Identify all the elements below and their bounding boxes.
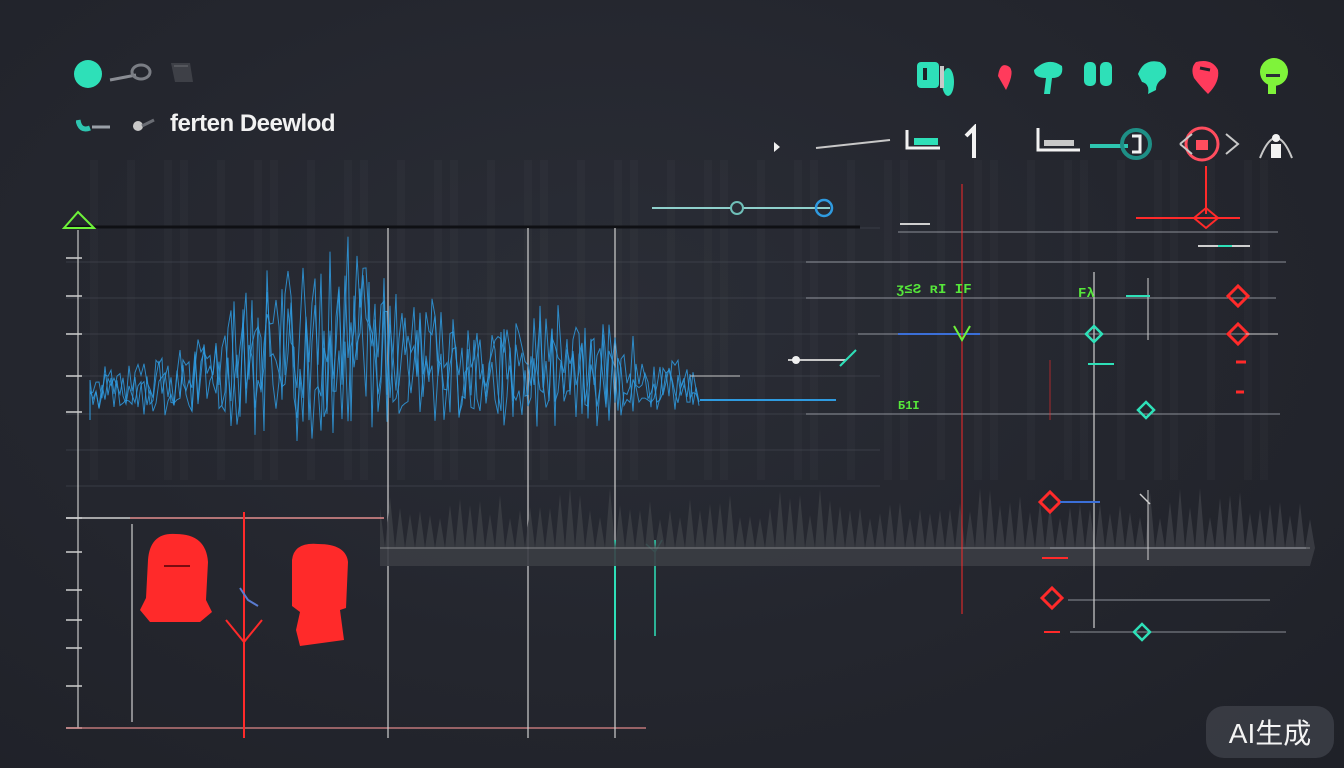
drop-icon[interactable]: [1254, 56, 1294, 100]
green-marker: [953, 325, 971, 343]
glow-streak: [884, 160, 892, 480]
glow-streak: [270, 160, 278, 480]
mixer-arrow: [225, 619, 263, 644]
play-icon[interactable]: [770, 124, 784, 164]
glow-streak: [1244, 160, 1252, 480]
glow-streak: [847, 160, 855, 480]
ai-watermark: AI生成: [1206, 706, 1334, 758]
glow-streak: [1027, 160, 1035, 480]
channel-label-mid: Ƃ1I: [898, 399, 920, 413]
glow-streak: [900, 160, 908, 480]
bracket-icon[interactable]: [902, 124, 944, 164]
glow-streak: [1207, 160, 1215, 480]
glow-streak: [164, 160, 172, 480]
battery-icon[interactable]: [914, 56, 954, 100]
cable-icon[interactable]: [108, 63, 152, 83]
red-node: [1039, 585, 1065, 611]
glow-streak: [1064, 160, 1072, 480]
waveform: [89, 236, 700, 432]
split-icon[interactable]: [1080, 56, 1120, 100]
glow-streak: [577, 160, 585, 480]
bell-icon[interactable]: [1134, 56, 1174, 100]
channel-label-side: Fλ: [1078, 286, 1095, 302]
glow-streak: [1117, 160, 1125, 480]
pin-icon[interactable]: [992, 56, 1032, 100]
level-line-icon[interactable]: [814, 124, 894, 164]
ring-icon[interactable]: [1088, 124, 1158, 164]
teal-node: [1132, 622, 1152, 642]
cursor-icon[interactable]: [130, 118, 156, 134]
app-title: ferten Deewlod: [170, 110, 336, 137]
speaker-left-icon: [140, 533, 212, 622]
slider-end-knob: [814, 198, 834, 218]
channel-label-top: ʒ≤Ƨ ʀI IF: [896, 282, 972, 298]
figure-icon[interactable]: [1256, 124, 1296, 164]
red-node: [1225, 283, 1251, 309]
mini-slider-knob: [792, 356, 800, 364]
glow-streak: [540, 160, 548, 480]
waveform: [89, 251, 700, 435]
teal-node: [1136, 400, 1156, 420]
face-icon[interactable]: [1172, 124, 1252, 164]
glow-streak: [1170, 160, 1178, 480]
teal-node: [1084, 324, 1104, 344]
speaker-icon[interactable]: [1188, 56, 1228, 100]
mushroom-icon[interactable]: [1030, 56, 1070, 100]
dimmed-cup-icon[interactable]: [168, 60, 196, 86]
glow-streak: [1154, 160, 1162, 480]
glow-streak: [180, 160, 188, 480]
tray-icon[interactable]: [1034, 124, 1084, 164]
glow-streak: [630, 160, 638, 480]
glow-streak: [990, 160, 998, 480]
connector-icon[interactable]: [75, 116, 112, 134]
glow-streak: [90, 160, 98, 480]
glow-streak: [974, 160, 982, 480]
glow-streak: [127, 160, 135, 480]
glow-streak: [937, 160, 945, 480]
noise-band: [380, 488, 1315, 566]
slider-knob: [730, 201, 744, 215]
glow-streak: [487, 160, 495, 480]
circle-icon[interactable]: [74, 60, 102, 88]
one-icon[interactable]: [962, 123, 984, 164]
glow-streak: [1080, 160, 1088, 480]
mixer-link: [239, 587, 259, 607]
speaker-right-icon: [292, 543, 348, 646]
red-diamond: [1192, 206, 1220, 230]
mini-slider-tick: [839, 349, 857, 367]
glow-streak: [1260, 160, 1268, 480]
glow-streak: [217, 160, 225, 480]
marker-triangle: [61, 210, 97, 229]
glow-streak: [450, 160, 458, 480]
